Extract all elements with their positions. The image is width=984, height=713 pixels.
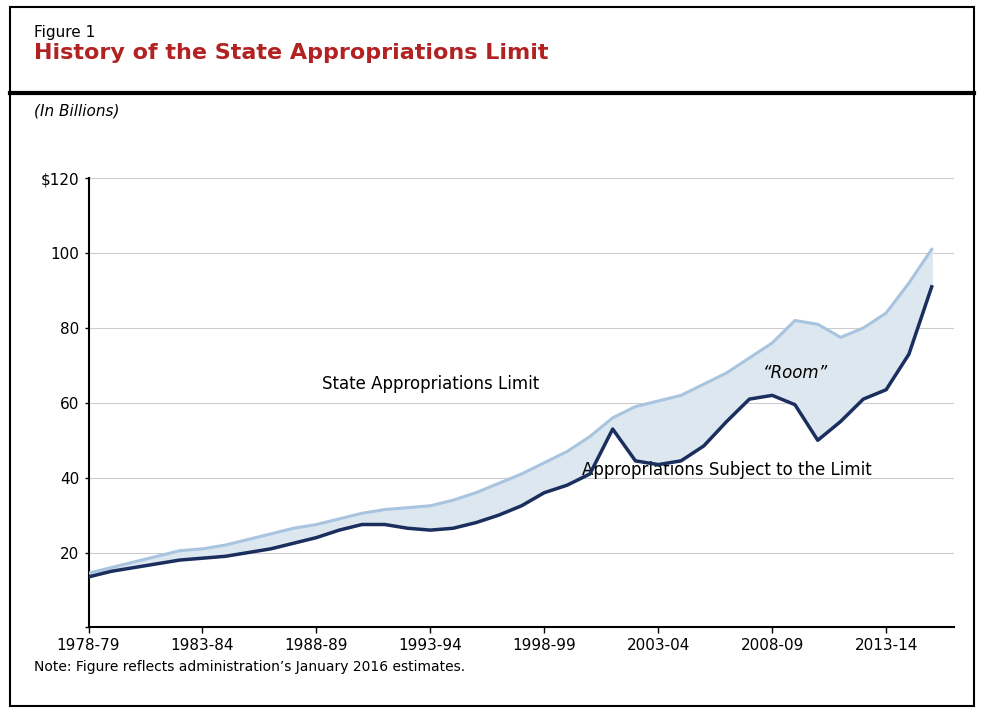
Text: State Appropriations Limit: State Appropriations Limit (322, 375, 539, 393)
Text: History of the State Appropriations Limit: History of the State Appropriations Limi… (34, 43, 549, 63)
Text: Note: Figure reflects administration’s January 2016 estimates.: Note: Figure reflects administration’s J… (34, 660, 465, 674)
Text: Figure 1: Figure 1 (34, 25, 95, 40)
Text: “Room”: “Room” (763, 364, 828, 382)
Text: Appropriations Subject to the Limit: Appropriations Subject to the Limit (582, 461, 872, 479)
Text: (In Billions): (In Billions) (34, 103, 120, 118)
